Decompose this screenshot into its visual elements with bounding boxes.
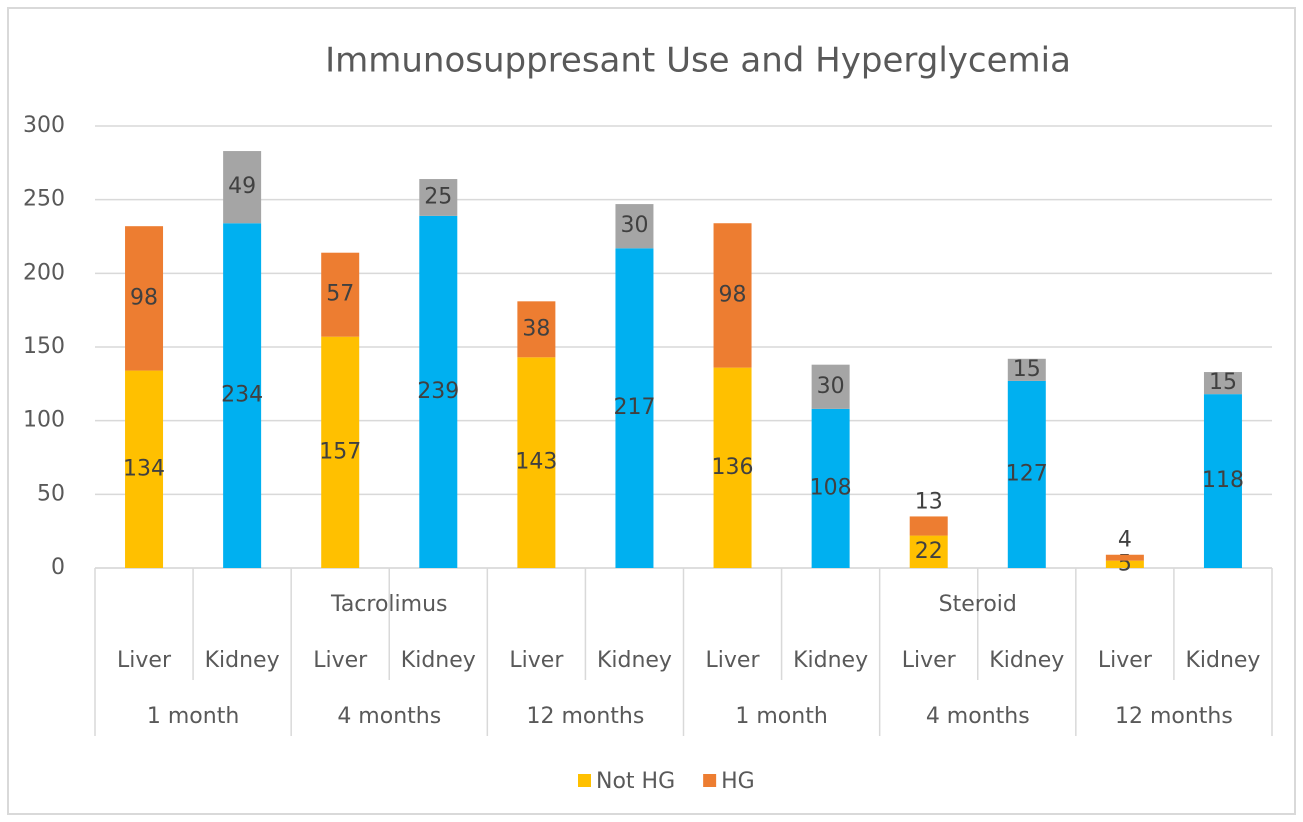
y-tick-label: 200 <box>23 260 65 285</box>
bar-segment <box>223 223 262 569</box>
data-label: 157 <box>319 439 361 464</box>
data-label: 15 <box>1209 370 1237 395</box>
bar-segment <box>517 301 556 358</box>
data-label: 30 <box>620 213 648 238</box>
data-label: 118 <box>1202 468 1244 493</box>
data-label: 108 <box>810 475 852 500</box>
category-group-label: Steroid <box>939 592 1017 617</box>
bar-segment <box>517 357 556 568</box>
x-tick-label: Liver <box>117 648 172 673</box>
x-tick-label: Kidney <box>205 648 280 673</box>
data-label: 22 <box>915 539 943 564</box>
bar-segment <box>909 516 948 536</box>
category-group-label: 1 month <box>735 704 827 729</box>
data-label: 13 <box>915 489 943 514</box>
y-tick-label: 50 <box>37 481 65 506</box>
category-group-label: 4 months <box>337 704 441 729</box>
data-label: 217 <box>613 395 655 420</box>
bar-segment <box>125 226 164 371</box>
data-label: 143 <box>515 450 557 475</box>
data-label: 30 <box>817 374 845 399</box>
data-label: 98 <box>130 285 158 310</box>
category-group-label: 4 months <box>926 704 1030 729</box>
bar-segment <box>1007 380 1046 568</box>
x-tick-label: Liver <box>902 648 957 673</box>
bar-segment <box>1007 358 1046 381</box>
data-label: 4 <box>1118 528 1132 553</box>
data-label: 127 <box>1006 461 1048 486</box>
data-label: 239 <box>417 379 459 404</box>
category-group-label: Tacrolimus <box>330 592 447 617</box>
bar-segment <box>1105 560 1144 568</box>
bar-segment <box>223 151 262 224</box>
y-tick-label: 150 <box>23 334 65 359</box>
chart-title: Immunosuppresant Use and Hyperglycemia <box>325 41 1071 81</box>
data-label: 234 <box>221 383 263 408</box>
legend-swatch <box>703 774 717 787</box>
data-label: 136 <box>712 455 754 480</box>
x-tick-label: Kidney <box>989 648 1064 673</box>
x-tick-label: Kidney <box>1185 648 1260 673</box>
x-tick-label: Liver <box>1098 648 1153 673</box>
bar-segment <box>811 408 850 568</box>
bar-segment <box>125 370 164 568</box>
category-group-label: 1 month <box>147 704 239 729</box>
data-label: 15 <box>1013 357 1041 382</box>
bar-segment <box>615 204 654 249</box>
y-tick-label: 250 <box>23 187 65 212</box>
bar-segment <box>1203 372 1242 395</box>
legend-label: HG <box>721 769 755 794</box>
bar-segment <box>909 535 948 568</box>
bar-segment <box>811 364 850 409</box>
data-label: 134 <box>123 456 165 481</box>
bar-segment <box>615 248 654 568</box>
y-tick-label: 0 <box>51 555 65 580</box>
bar-segment <box>419 215 458 568</box>
bar-segment <box>1105 554 1144 561</box>
data-label: 25 <box>424 184 452 209</box>
y-tick-label: 100 <box>23 408 65 433</box>
bar-segment <box>713 223 752 368</box>
category-group-label: 12 months <box>526 704 644 729</box>
legend-swatch <box>578 774 591 787</box>
x-tick-label: Kidney <box>401 648 476 673</box>
x-tick-label: Liver <box>313 648 368 673</box>
legend-label: Not HG <box>596 769 675 794</box>
x-tick-label: Liver <box>509 648 564 673</box>
bar-segment <box>321 336 360 568</box>
bar-segment <box>321 252 360 337</box>
x-tick-label: Liver <box>706 648 761 673</box>
x-tick-label: Kidney <box>597 648 672 673</box>
data-label: 38 <box>522 316 550 341</box>
y-tick-label: 300 <box>23 113 65 138</box>
x-tick-label: Kidney <box>793 648 868 673</box>
category-group-label: 12 months <box>1115 704 1233 729</box>
data-label: 57 <box>326 282 354 307</box>
data-label: 98 <box>719 282 747 307</box>
data-label: 49 <box>228 174 256 199</box>
bar-segment <box>713 367 752 568</box>
bar-segment <box>419 179 458 216</box>
bar-segment <box>1203 394 1242 568</box>
